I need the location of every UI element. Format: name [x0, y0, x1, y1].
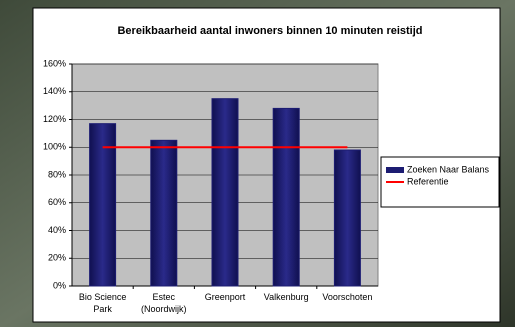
y-tick-label: 60% [48, 197, 66, 207]
x-tick-label: Bio Science Park [79, 292, 127, 314]
chart-title: Bereikbaarheid aantal inwoners binnen 10… [117, 25, 422, 37]
y-tick-label: 80% [48, 169, 66, 179]
legend-label: Referentie [407, 176, 449, 186]
bar [333, 149, 361, 287]
bar [150, 139, 178, 287]
y-tick-label: 0% [53, 280, 66, 290]
y-tick-label: 160% [43, 58, 66, 68]
y-tick-label: 20% [48, 253, 66, 263]
x-tick-label: Voorschoten [322, 292, 372, 302]
y-tick-label: 120% [43, 114, 66, 124]
legend-swatch [386, 167, 404, 173]
bar [272, 107, 300, 287]
x-tick-label: Valkenburg [264, 292, 309, 302]
y-tick-label: 40% [48, 225, 66, 235]
x-tick-label: Greenport [205, 292, 246, 302]
y-tick-label: 100% [43, 142, 66, 152]
y-tick-label: 140% [43, 86, 66, 96]
x-tick-label: Estec (Noordwijk) [141, 292, 187, 314]
legend-label: Zoeken Naar Balans [407, 164, 490, 174]
bar [89, 123, 117, 287]
bar [211, 98, 239, 287]
